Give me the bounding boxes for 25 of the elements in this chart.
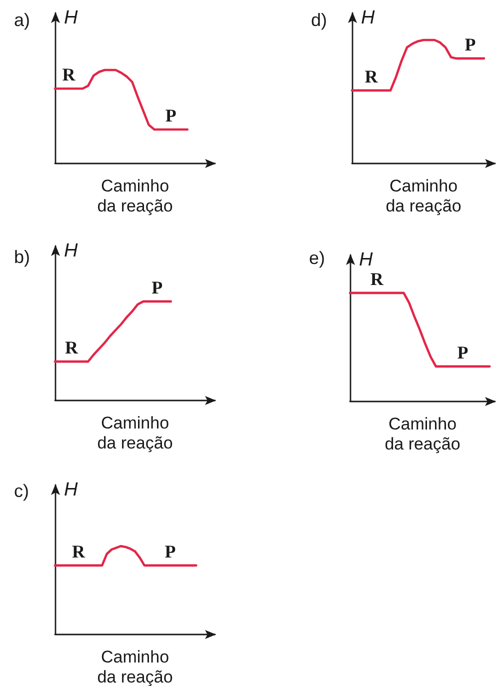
x-axis-title: Caminho da reação <box>97 647 173 686</box>
chart-title: e) <box>309 248 326 268</box>
annotation: R <box>72 541 86 562</box>
annotation: P <box>165 106 176 126</box>
chart-title: d) <box>311 10 328 30</box>
annotation: R <box>62 64 76 85</box>
annotation: P <box>152 277 163 298</box>
annotation: P <box>464 34 476 54</box>
chart-title: c) <box>14 481 29 501</box>
y-axis-title: H <box>64 480 78 500</box>
x-axis-title: Caminho da reação <box>386 176 462 216</box>
annotation: R <box>370 268 384 289</box>
y-axis-title: H <box>64 240 78 262</box>
chart-title: b) <box>14 247 30 267</box>
x-axis-title: Caminho da reação <box>384 414 460 454</box>
annotation: R <box>364 66 379 86</box>
y-axis-title: H <box>64 8 78 28</box>
y-axis-title: H <box>361 8 375 28</box>
annotation: P <box>164 541 176 562</box>
x-axis-title: Caminho da reação <box>97 176 173 216</box>
x-axis-title: Caminho da reação <box>97 413 173 452</box>
chart-title: a) <box>14 10 30 30</box>
y-axis-title: H <box>359 250 373 270</box>
annotation: R <box>65 338 80 358</box>
annotation: P <box>457 342 468 362</box>
